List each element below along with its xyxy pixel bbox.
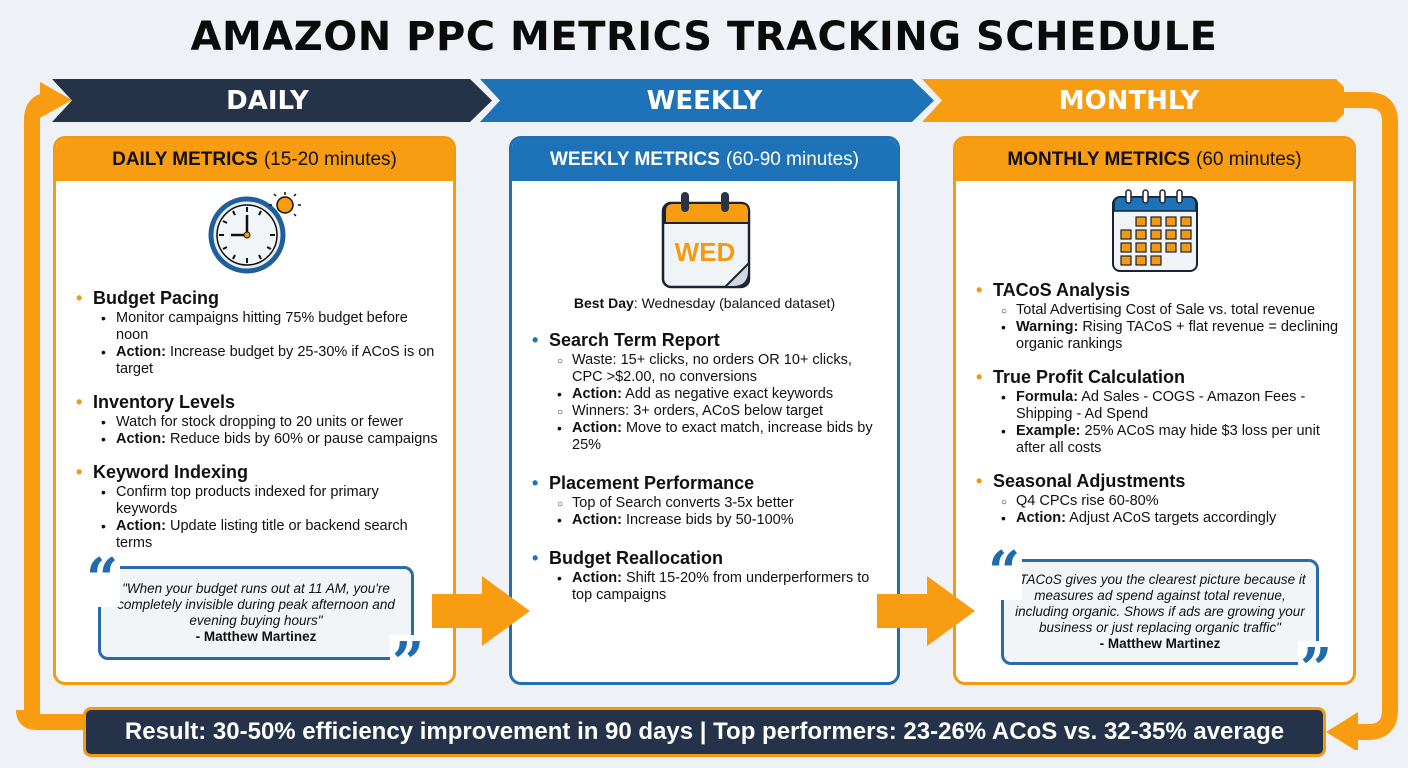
section-budget-reallocation: Budget Reallocation Action: Shift 15-20%… [532,547,885,604]
svg-text:WED: WED [674,237,735,267]
loop-arrow-right-icon [1318,92,1398,750]
list-item: Q4 CPCs rise 60-80% [1001,493,1341,511]
list-item: Action: Increase budget by 25-30% if ACo… [101,344,441,378]
section-seasonal-adjustments: Seasonal Adjustments Q4 CPCs rise 60-80%… [976,470,1341,527]
open-quote-icon: “ [84,546,121,612]
close-quote-icon: ” [390,635,427,682]
calendar-month-icon [956,189,1353,273]
list-item: Example: 25% ACoS may hide $3 loss per u… [1001,423,1341,457]
list-item: Winners: 3+ orders, ACoS below target [557,403,885,421]
page-title: AMAZON PPC METRICS TRACKING SCHEDULE [190,14,1218,60]
daily-card: DAILY METRICS (15-20 minutes) [53,136,456,685]
phase-daily: DAILY [40,79,495,122]
flow-arrow-weekly-to-monthly-icon [877,576,975,646]
list-item: Formula: Ad Sales - COGS - Amazon Fees -… [1001,389,1341,423]
monthly-card-header: MONTHLY METRICS (60 minutes) [956,139,1353,181]
list-item: Watch for stock dropping to 20 units or … [101,414,441,431]
section-true-profit-calculation: True Profit Calculation Formula: Ad Sale… [976,366,1341,457]
phase-monthly: MONTHLY [914,79,1344,122]
close-quote-icon: ” [1298,641,1335,682]
result-banner: Result: 30-50% efficiency improvement in… [83,707,1326,757]
list-item: Confirm top products indexed for primary… [101,484,441,518]
section-keyword-indexing: Keyword Indexing Confirm top products in… [76,461,441,552]
list-item: Action: Shift 15-20% from underperformer… [557,570,885,604]
section-tacos-analysis: TACoS Analysis Total Advertising Cost of… [976,279,1341,353]
list-item: Total Advertising Cost of Sale vs. total… [1001,302,1341,320]
best-day: Best Day: Wednesday (balanced dataset) [573,295,836,311]
list-item: Action: Increase bids by 50-100% [557,512,885,529]
section-placement-performance: Placement Performance Top of Search conv… [532,472,885,529]
list-item: Action: Reduce bids by 60% or pause camp… [101,431,441,448]
list-item: Top of Search converts 3-5x better [557,495,885,513]
list-item: Action: Move to exact match, increase bi… [557,420,885,454]
section-budget-pacing: Budget Pacing Monitor campaigns hitting … [76,287,441,378]
list-item: Monitor campaigns hitting 75% budget bef… [101,310,441,344]
weekly-card: WEEKLY METRICS (60-90 minutes) WED Best … [509,136,900,685]
list-item: Action: Adjust ACoS targets accordingly [1001,510,1341,527]
flow-arrow-daily-to-weekly-icon [432,576,530,646]
clock-sun-icon [56,189,453,277]
list-item: Warning: Rising TACoS + flat revenue = d… [1001,319,1341,353]
monthly-card: MONTHLY METRICS (60 minutes) TACoS Analy… [953,136,1356,685]
daily-quote: "When your budget runs out at 11 AM, you… [98,566,414,660]
section-inventory-levels: Inventory Levels Watch for stock droppin… [76,391,441,448]
monthly-quote: "TACoS gives you the clearest picture be… [1001,559,1319,665]
calendar-wed-icon: WED [512,189,897,289]
list-item: Action: Add as negative exact keywords [557,386,885,403]
daily-card-header: DAILY METRICS (15-20 minutes) [56,139,453,181]
open-quote-icon: “ [986,539,1023,605]
loop-arrow-left-icon [16,82,90,730]
list-item: Waste: 15+ clicks, no orders OR 10+ clic… [557,352,885,386]
list-item: Action: Update listing title or backend … [101,518,441,552]
section-search-term-report: Search Term Report Waste: 15+ clicks, no… [532,329,885,454]
weekly-card-header: WEEKLY METRICS (60-90 minutes) [512,139,897,181]
phase-weekly: WEEKLY [472,79,937,122]
